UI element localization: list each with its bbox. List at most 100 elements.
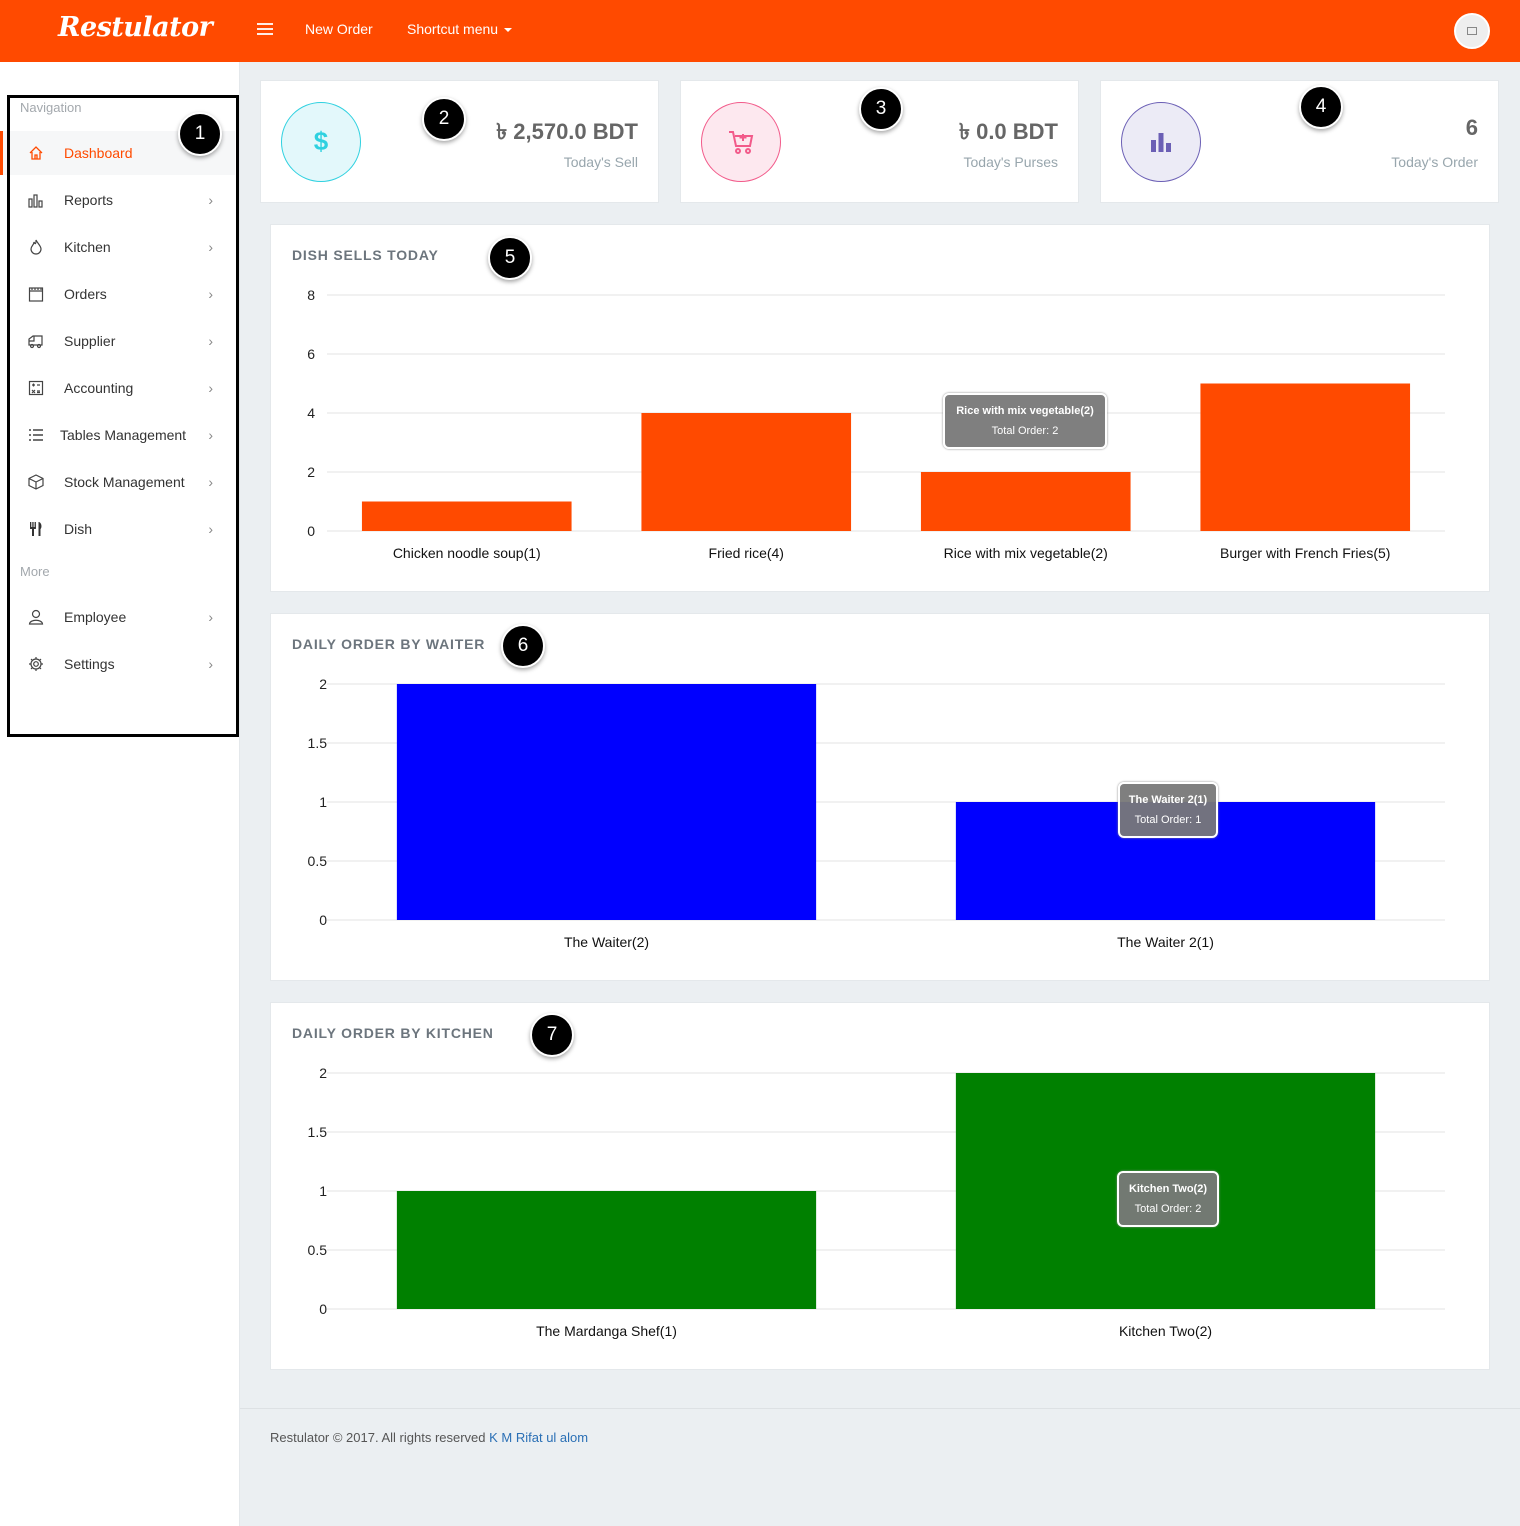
- sidebar-item-employee[interactable]: Employee ›: [10, 595, 235, 639]
- user-avatar[interactable]: [1454, 13, 1490, 49]
- callout-badge: 6: [501, 624, 545, 668]
- bar: [641, 413, 852, 531]
- home-icon: [27, 145, 45, 161]
- y-tick-label: 1: [319, 1183, 327, 1199]
- x-tick-label: The Waiter(2): [564, 934, 649, 950]
- y-tick-label: 0.5: [308, 853, 328, 869]
- bar-chart-dish-sells: 0 2 4 6 8 Chicken noodle soup(1) Fried rice(4)…: [307, 287, 1445, 561]
- bar: [361, 501, 572, 531]
- callout-badge: 4: [1299, 85, 1343, 129]
- callout-badge: 5: [488, 236, 532, 280]
- shortcut-menu-dropdown[interactable]: Shortcut menu: [407, 21, 513, 37]
- svg-text:$: $: [314, 128, 329, 156]
- y-tick-label: 2: [319, 1065, 327, 1081]
- x-tick-label: Fried rice(4): [709, 545, 784, 561]
- chevron-right-icon: ›: [208, 333, 213, 349]
- callout-badge: 3: [859, 87, 903, 131]
- stat-label: Today's Sell: [563, 154, 638, 170]
- sidebar-item-settings[interactable]: Settings ›: [10, 642, 235, 686]
- sidebar-item-label: Dashboard: [64, 145, 133, 161]
- sidebar-item-reports[interactable]: Reports ›: [10, 178, 235, 222]
- chart-card-dish-sells: DISH SELLS TODAY 0 2 4 6 8 Chicken noodle sou…: [270, 224, 1490, 592]
- chart-title: DAILY ORDER BY WAITER: [292, 636, 486, 652]
- tooltip-title: Rice with mix vegetable(2): [956, 405, 1094, 417]
- sidebar-item-kitchen[interactable]: Kitchen ›: [10, 225, 235, 269]
- sidebar-item-label: Tables Management: [60, 427, 187, 443]
- bar-chart-icon: [1121, 102, 1201, 182]
- caret-down-icon: [504, 28, 513, 33]
- chart-card-waiter-orders: DAILY ORDER BY WAITER 0 0.5 1 1.5 2 The Waite…: [270, 613, 1490, 981]
- gear-icon: [27, 656, 45, 672]
- footer-text: Restulator © 2017. All rights reserved K…: [270, 1430, 588, 1445]
- tooltip-body: Total Order: 2: [1134, 1203, 1202, 1215]
- copyright-text: Restulator © 2017. All rights reserved: [270, 1430, 490, 1445]
- sidebar-item-label: Supplier: [64, 333, 116, 349]
- sidebar-item-stock-management[interactable]: Stock Management ›: [10, 460, 235, 504]
- y-tick-label: 0: [319, 1301, 327, 1317]
- user-icon: [27, 609, 45, 625]
- sidebar-item-orders[interactable]: Orders ›: [10, 272, 235, 316]
- cutlery-icon: [27, 521, 45, 537]
- footer: Restulator © 2017. All rights reserved K…: [240, 1408, 1520, 1526]
- sidebar-item-accounting[interactable]: Accounting ›: [10, 366, 235, 410]
- callout-badge: 1: [178, 112, 222, 156]
- chart-tooltip: The Waiter 2(1) Total Order: 1: [1118, 782, 1218, 838]
- nav-heading-more: More: [20, 564, 50, 579]
- bar-chart-waiter-orders: 0 0.5 1 1.5 2 The Waiter(2) The Waiter 2(1): [308, 676, 1445, 950]
- x-tick-label: The Mardanga Shef(1): [536, 1323, 677, 1339]
- chevron-right-icon: ›: [208, 239, 213, 255]
- author-link[interactable]: K M Rifat ul alom: [489, 1430, 589, 1445]
- y-tick-label: 1.5: [308, 735, 328, 751]
- y-tick-label: 4: [307, 405, 315, 421]
- x-tick-label: Kitchen Two(2): [1119, 1323, 1212, 1339]
- y-tick-label: 8: [307, 287, 315, 303]
- sidebar-item-label: Reports: [64, 192, 114, 208]
- chevron-right-icon: ›: [208, 192, 213, 208]
- chevron-right-icon: ›: [208, 286, 213, 302]
- y-tick-label: 2: [307, 464, 315, 480]
- chevron-right-icon: ›: [208, 521, 213, 537]
- dollar-icon: $: [281, 102, 361, 182]
- hamburger-menu-icon[interactable]: [257, 23, 273, 37]
- y-tick-label: 0: [319, 912, 327, 928]
- box-icon: [27, 474, 45, 490]
- new-order-link[interactable]: New Order: [305, 21, 373, 37]
- sidebar-item-label: Stock Management: [64, 474, 185, 490]
- y-tick-label: 6: [307, 346, 315, 362]
- bar: [396, 1191, 817, 1309]
- image-icon: [1467, 27, 1477, 35]
- x-tick-label: Rice with mix vegetable(2): [944, 545, 1108, 561]
- x-tick-label: Burger with French Fries(5): [1220, 545, 1390, 561]
- top-navbar: Restulator New Order Shortcut menu: [0, 0, 1520, 62]
- bar-chart-icon: [27, 192, 45, 208]
- sidebar-item-label: Dish: [64, 521, 93, 537]
- flame-icon: [27, 239, 45, 255]
- sidebar-item-supplier[interactable]: Supplier ›: [10, 319, 235, 363]
- stat-value: ৳ 0.0 BDT: [959, 119, 1058, 144]
- chart-title: DISH SELLS TODAY: [292, 247, 439, 263]
- chevron-right-icon: ›: [208, 474, 213, 490]
- stat-value: 6: [1465, 115, 1478, 140]
- sidebar-item-tables-management[interactable]: Tables Management ›: [10, 413, 235, 457]
- stat-label: Today's Order: [1391, 154, 1478, 170]
- callout-badge: 7: [530, 1013, 574, 1057]
- chevron-right-icon: ›: [208, 609, 213, 625]
- truck-icon: [27, 333, 45, 349]
- x-tick-label: The Waiter 2(1): [1117, 934, 1214, 950]
- sidebar-item-label: Orders: [64, 286, 107, 302]
- app-logo[interactable]: Restulator: [58, 12, 213, 43]
- sidebar-item-dish[interactable]: Dish ›: [10, 507, 235, 551]
- bar-chart-kitchen-orders: 0 0.5 1 1.5 2 The Mardanga Shef(1) Kitchen Two…: [308, 1065, 1445, 1339]
- chevron-right-icon: ›: [208, 380, 213, 396]
- sidebar-item-label: Kitchen: [64, 239, 111, 255]
- tooltip-body: Total Order: 1: [1134, 814, 1202, 826]
- calculator-icon: [27, 380, 45, 396]
- tooltip-title: Kitchen Two(2): [1128, 1183, 1207, 1195]
- x-tick-label: Chicken noodle soup(1): [393, 545, 541, 561]
- shortcut-menu-label: Shortcut menu: [407, 21, 499, 37]
- sidebar-item-label: Employee: [64, 609, 127, 625]
- chart-title: DAILY ORDER BY KITCHEN: [292, 1025, 494, 1041]
- y-tick-label: 1: [319, 794, 327, 810]
- chart-card-kitchen-orders: DAILY ORDER BY KITCHEN 0 0.5 1 1.5 2 The Mard…: [270, 1002, 1490, 1370]
- cart-icon: [701, 102, 781, 182]
